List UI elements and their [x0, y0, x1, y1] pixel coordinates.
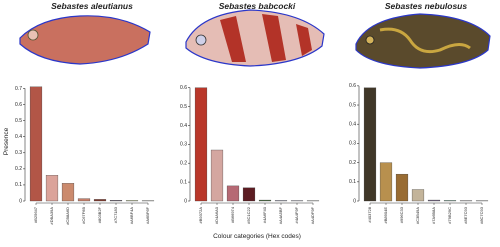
x-tick-label: #4A6F40: [262, 206, 267, 223]
x-tick-label: #A6BF4A: [129, 207, 134, 224]
y-tick-label: 0.3: [15, 150, 22, 156]
x-tick-label: #7C7183: [113, 206, 118, 223]
bar: [275, 200, 287, 201]
x-tick-label: #D4A6A0: [214, 206, 219, 224]
bar: [428, 200, 440, 201]
x-tick-label: #403728: [367, 206, 372, 222]
y-tick-label: 0: [19, 198, 22, 204]
panel-title: Sebastes aleutianus: [51, 1, 133, 11]
x-tick-label: #C67F6B: [81, 207, 86, 224]
bar: [78, 199, 90, 201]
x-tick-label: #B66974: [230, 206, 235, 223]
x-tick-label: #CB8A6D: [65, 207, 70, 225]
bar: [444, 200, 456, 201]
x-tick-label: #803B2F: [97, 206, 102, 223]
x-tick-label: #A6BF6F: [145, 206, 150, 223]
bar: [412, 189, 424, 201]
y-tick-label: 0.5: [180, 104, 187, 110]
y-tick-label: 0.6: [349, 83, 356, 89]
bar: [243, 188, 255, 201]
y-tick-label: 0.3: [349, 141, 356, 147]
fish-babcocki: [186, 10, 324, 66]
y-tick-label: 0.7: [15, 86, 22, 92]
bar: [46, 175, 58, 201]
y-tick-label: 0.4: [15, 134, 22, 140]
fish-aleutianus: [20, 16, 150, 64]
x-tick-label: #C3B49A: [415, 207, 420, 224]
x-tick-label: #A4A5BF: [278, 206, 283, 224]
x-tick-label: #7A6B8A: [431, 207, 436, 224]
bar: [94, 199, 106, 201]
y-axis-label: Presence: [3, 127, 10, 155]
fish-nebulosus: [356, 14, 490, 68]
bar: [364, 88, 376, 201]
figure: Sebastes aleutianus 0 0.1 0.2 0.3 0.4 0.5 0.6 0.…: [0, 0, 500, 242]
y-tick-label: 0.3: [180, 142, 187, 148]
x-tick-label: #996C33: [399, 206, 404, 223]
y-tick-label: 0.4: [349, 122, 356, 128]
y-tick-label: 0.1: [349, 179, 356, 185]
y-tick-label: 0.1: [15, 182, 22, 188]
y-tick-label: 0.6: [15, 102, 22, 108]
y-tick-label: 0.1: [180, 179, 187, 185]
x-tick-label: #A4DF9F: [310, 206, 315, 224]
x-tick-label: #5C1C22: [246, 206, 251, 224]
y-tick-label: 0.6: [180, 85, 187, 91]
y-tick-label: 0.5: [349, 102, 356, 108]
x-tick-label: #DBA39A: [49, 207, 54, 225]
x-axis-label: Colour categories (Hex codes): [213, 233, 301, 240]
y-tick-label: 0.2: [180, 161, 187, 167]
bar: [396, 174, 408, 201]
x-tick-label: #B25647: [33, 206, 38, 223]
bar: [62, 183, 74, 201]
y-tick-label: 0.2: [349, 160, 356, 166]
y-tick-label: 0.4: [180, 123, 187, 129]
x-tick-label: #B8904E: [383, 207, 388, 224]
bar: [227, 186, 239, 201]
bar: [211, 150, 223, 201]
bar: [110, 200, 122, 201]
bar: [195, 88, 207, 201]
y-tick-label: 0.5: [15, 118, 22, 124]
x-tick-label: #4A4F9F: [294, 206, 299, 223]
bar: [380, 163, 392, 201]
x-tick-label: #8E7C93: [463, 206, 468, 223]
x-tick-label: #B9372A: [198, 207, 203, 224]
x-tick-label: #8C7C93: [479, 206, 484, 224]
y-tick-label: 0: [353, 198, 356, 204]
y-tick-label: 0: [184, 198, 187, 204]
panel-title: Sebastes nebulosus: [385, 1, 467, 11]
y-tick-label: 0.2: [15, 166, 22, 172]
panel-title: Sebastes babcocki: [219, 1, 296, 11]
bar: [259, 200, 271, 201]
bar: [30, 87, 42, 201]
x-tick-label: #79B29C: [447, 207, 452, 224]
